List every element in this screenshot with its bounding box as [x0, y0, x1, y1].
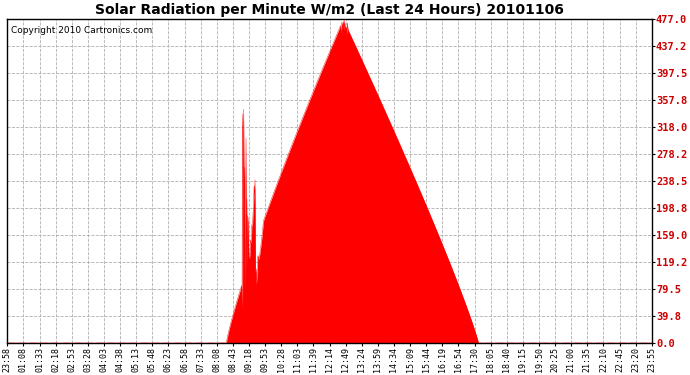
Text: Copyright 2010 Cartronics.com: Copyright 2010 Cartronics.com — [10, 26, 152, 35]
Title: Solar Radiation per Minute W/m2 (Last 24 Hours) 20101106: Solar Radiation per Minute W/m2 (Last 24… — [95, 3, 564, 17]
